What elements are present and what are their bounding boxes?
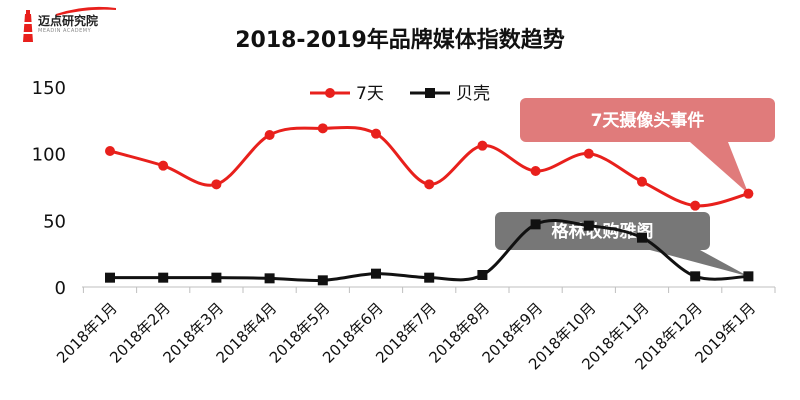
chart-title: 2018-2019年品牌媒体指数趋势 bbox=[235, 28, 565, 53]
logo bbox=[20, 6, 116, 46]
logo-name: 迈点研究院 bbox=[38, 14, 99, 28]
series-point-0 bbox=[317, 123, 328, 134]
series-point-1 bbox=[264, 273, 275, 284]
logo-swoosh bbox=[56, 6, 116, 16]
series-point-0 bbox=[105, 146, 115, 156]
logo-subtitle: MEADIN ACADEMY bbox=[38, 28, 92, 34]
series-point-1 bbox=[637, 232, 647, 243]
y-tick-label: 0 bbox=[55, 278, 66, 299]
series-point-1 bbox=[690, 271, 701, 282]
legend-label: 7天 bbox=[356, 84, 384, 104]
series-point-1 bbox=[743, 271, 754, 282]
series-point-0 bbox=[583, 148, 594, 159]
series-point-1 bbox=[424, 272, 435, 283]
y-tick-label: 50 bbox=[43, 211, 66, 232]
series-point-1 bbox=[477, 270, 488, 280]
annotation-label: 7天摄像头事件 bbox=[591, 110, 705, 131]
annotation-pointer bbox=[690, 142, 749, 194]
annotation-label: 格林收购雅阁 bbox=[552, 221, 654, 242]
series-point-0 bbox=[158, 160, 169, 171]
series-point-0 bbox=[637, 176, 647, 187]
series-point-0 bbox=[211, 179, 222, 190]
series-point-1 bbox=[158, 272, 169, 283]
series-point-0 bbox=[743, 188, 754, 199]
series-point-1 bbox=[530, 219, 541, 230]
legend-label: 贝壳 bbox=[456, 84, 490, 104]
series-point-0 bbox=[264, 130, 275, 140]
y-tick-label: 100 bbox=[32, 145, 66, 166]
lighthouse-icon bbox=[23, 10, 33, 42]
series-point-0 bbox=[690, 200, 701, 211]
series-point-1 bbox=[371, 268, 381, 279]
legend-marker-0 bbox=[325, 88, 335, 98]
series-point-1 bbox=[317, 275, 328, 286]
series-point-0 bbox=[477, 140, 488, 151]
series-point-1 bbox=[105, 272, 115, 283]
annotation-box bbox=[520, 98, 775, 142]
annotation-pointer bbox=[650, 250, 749, 277]
series-point-1 bbox=[211, 272, 222, 283]
series-point-1 bbox=[583, 220, 594, 231]
series-point-0 bbox=[530, 166, 541, 176]
legend-marker-1 bbox=[425, 88, 435, 98]
series-point-0 bbox=[371, 128, 381, 139]
y-tick-label: 150 bbox=[32, 78, 66, 99]
series-point-0 bbox=[424, 179, 435, 190]
